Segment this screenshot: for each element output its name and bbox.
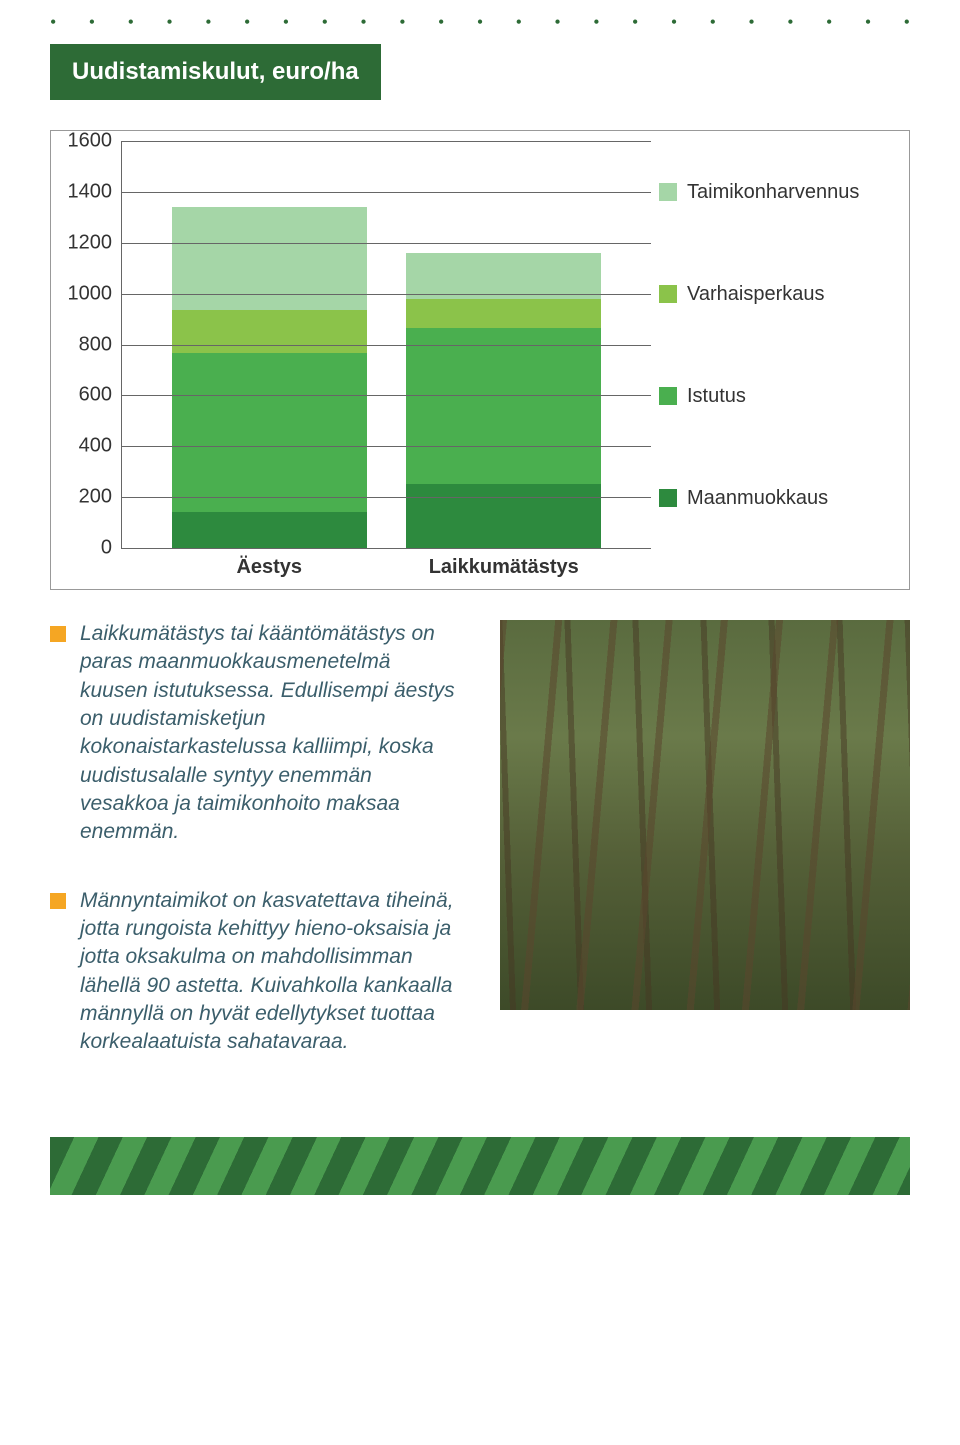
- y-tick-label: 400: [79, 435, 112, 458]
- y-tick-label: 600: [79, 384, 112, 407]
- bar-segment-istutus: [406, 328, 601, 484]
- bar-laikkumätästys: Laikkumätästys: [406, 253, 601, 548]
- bar-segment-maanmuokkaus: [406, 484, 601, 548]
- y-tick-label: 0: [101, 537, 112, 560]
- legend-label: Varhaisperkaus: [687, 283, 824, 306]
- paragraph-1-text: Laikkumätästys tai kääntömätästys on par…: [80, 620, 460, 847]
- footer-stripes: [50, 1137, 910, 1195]
- legend-swatch-icon: [659, 183, 677, 201]
- paragraph-2: Männyntaimikot on kasvatettava tiheinä, …: [50, 887, 460, 1057]
- paragraph-2-text: Männyntaimikot on kasvatettava tiheinä, …: [80, 887, 460, 1057]
- y-tick-label: 1000: [68, 282, 113, 305]
- chart-legend: Taimikonharvennus Varhaisperkaus Istutus Ma…: [659, 141, 879, 549]
- bar-segment-istutus: [172, 353, 367, 512]
- y-tick-label: 1600: [68, 130, 113, 153]
- x-axis-label: Äestys: [172, 556, 367, 579]
- y-tick-label: 800: [79, 333, 112, 356]
- legend-item-taimikonharvennus: Taimikonharvennus: [659, 181, 879, 204]
- bullet-icon: [50, 893, 66, 909]
- chart-title: Uudistamiskulut, euro/ha: [50, 44, 381, 100]
- cost-chart: Äestys Laikkumätästys 0 200 400 600 800 1000 12…: [50, 130, 910, 590]
- y-tick-label: 1200: [68, 231, 113, 254]
- bar-segment-varhaisperkaus: [406, 299, 601, 327]
- legend-swatch-icon: [659, 489, 677, 507]
- legend-swatch-icon: [659, 387, 677, 405]
- legend-item-maanmuokkaus: Maanmuokkaus: [659, 487, 879, 510]
- legend-label: Taimikonharvennus: [687, 181, 859, 204]
- y-tick-label: 200: [79, 486, 112, 509]
- bullet-icon: [50, 626, 66, 642]
- legend-item-varhaisperkaus: Varhaisperkaus: [659, 283, 879, 306]
- paragraph-1: Laikkumätästys tai kääntömätästys on par…: [50, 620, 460, 847]
- legend-item-istutus: Istutus: [659, 385, 879, 408]
- bar-segment-maanmuokkaus: [172, 512, 367, 548]
- legend-label: Istutus: [687, 385, 746, 408]
- dotted-border-top: • • • • • • • • • • • • • • • • • • • • …: [50, 0, 910, 24]
- forest-photo: [500, 620, 910, 1010]
- bar-segment-varhaisperkaus: [172, 310, 367, 354]
- chart-plot-area: ÄestysLaikkumätästys 0200400600800100012…: [121, 141, 651, 549]
- x-axis-label: Laikkumätästys: [406, 556, 601, 579]
- legend-label: Maanmuokkaus: [687, 487, 828, 510]
- y-tick-label: 1400: [68, 180, 113, 203]
- legend-swatch-icon: [659, 285, 677, 303]
- bar-segment-taimikonharvennus: [406, 253, 601, 299]
